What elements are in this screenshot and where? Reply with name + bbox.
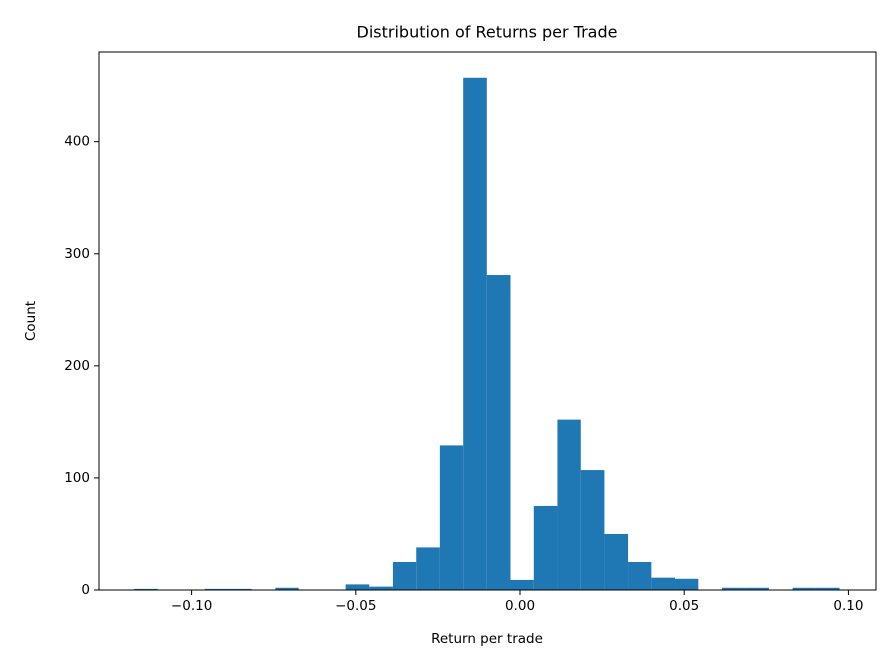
bar bbox=[463, 77, 487, 590]
x-tick-label: 0.05 bbox=[669, 598, 699, 614]
bar bbox=[815, 587, 840, 590]
x-tick-label: 0.10 bbox=[833, 598, 863, 614]
bar bbox=[721, 587, 746, 590]
bar bbox=[134, 588, 158, 590]
bar bbox=[416, 547, 440, 590]
x-tick-label: −0.05 bbox=[335, 598, 376, 614]
x-axis-label: Return per trade bbox=[431, 631, 543, 647]
plot-frame bbox=[98, 51, 877, 591]
x-tick-label: −0.10 bbox=[171, 598, 212, 614]
bar bbox=[439, 445, 464, 590]
y-tick-label: 200 bbox=[64, 358, 90, 374]
bar bbox=[392, 561, 417, 590]
y-tick-label: 100 bbox=[64, 470, 90, 486]
bar bbox=[228, 588, 252, 590]
bar bbox=[275, 587, 299, 590]
bar bbox=[510, 579, 534, 590]
bar bbox=[604, 533, 629, 590]
bar bbox=[745, 587, 769, 590]
y-axis-label: Count bbox=[23, 301, 39, 341]
bar bbox=[345, 584, 370, 590]
y-tick-label: 300 bbox=[64, 246, 90, 262]
bar bbox=[557, 419, 581, 590]
chart-title: Distribution of Returns per Trade bbox=[357, 23, 618, 42]
y-tick-label: 400 bbox=[64, 134, 90, 150]
bar bbox=[792, 587, 816, 590]
bar bbox=[651, 577, 676, 590]
y-tick-label: 0 bbox=[81, 582, 90, 598]
bar bbox=[204, 588, 229, 590]
bar bbox=[580, 470, 605, 590]
bar bbox=[533, 505, 558, 590]
bar bbox=[675, 578, 699, 590]
bar bbox=[486, 275, 511, 590]
x-tick-label: 0.00 bbox=[505, 598, 535, 614]
bar bbox=[628, 561, 652, 590]
bar bbox=[369, 586, 393, 590]
